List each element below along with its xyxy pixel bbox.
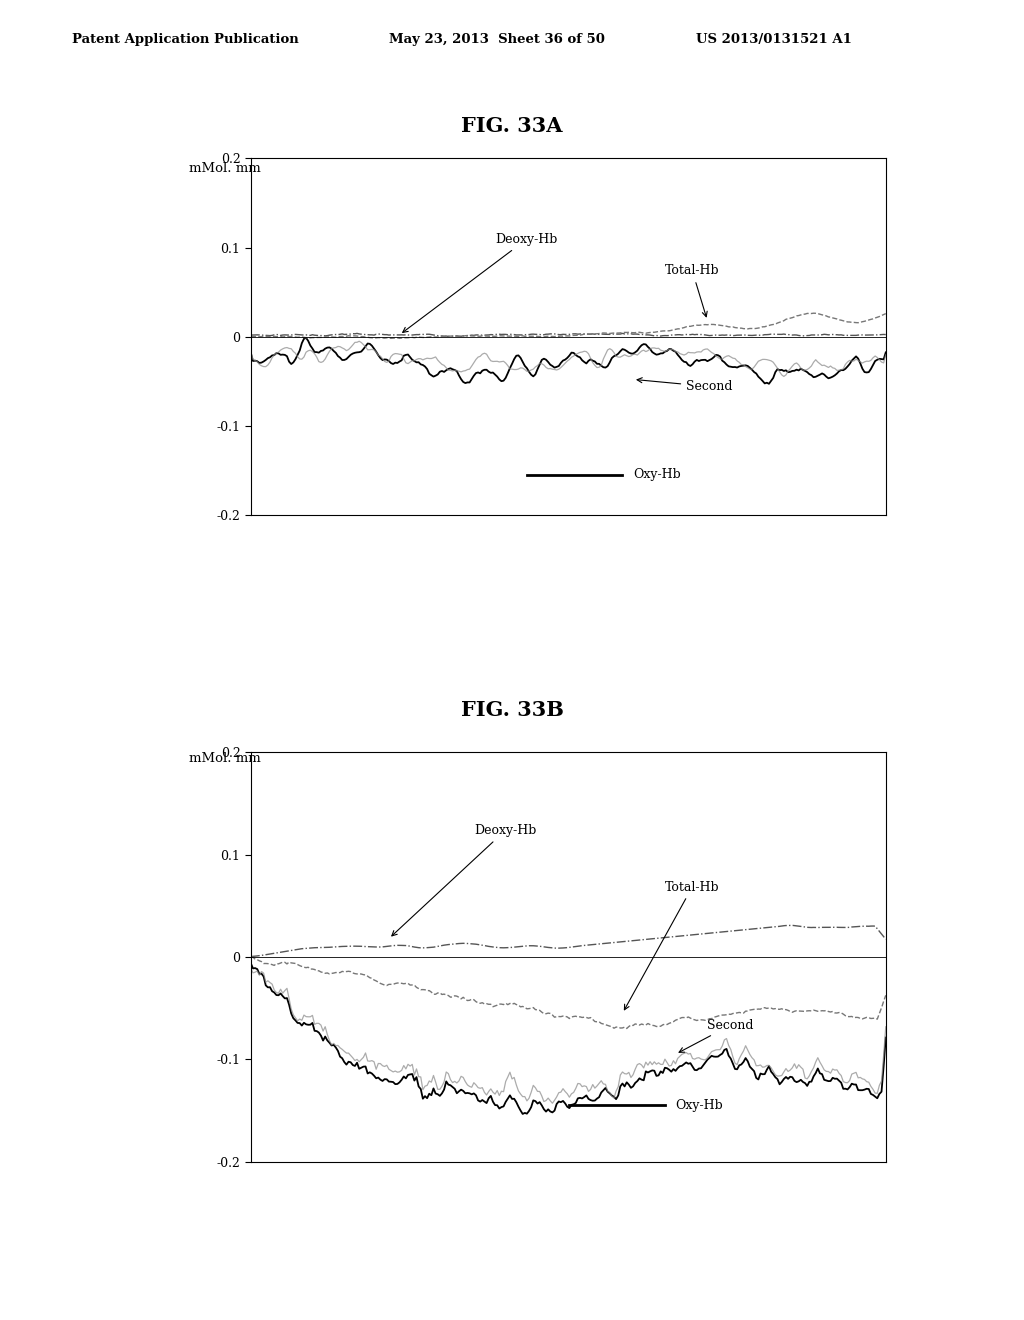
Text: Deoxy-Hb: Deoxy-Hb: [402, 234, 557, 333]
Text: FIG. 33A: FIG. 33A: [461, 116, 563, 136]
Text: mMol. mm: mMol. mm: [189, 162, 261, 176]
Text: FIG. 33B: FIG. 33B: [461, 700, 563, 719]
Text: US 2013/0131521 A1: US 2013/0131521 A1: [696, 33, 852, 46]
Text: Second: Second: [679, 1019, 754, 1052]
Text: Oxy-Hb: Oxy-Hb: [633, 469, 681, 482]
Text: mMol. mm: mMol. mm: [189, 752, 261, 766]
Text: Total-Hb: Total-Hb: [665, 264, 720, 317]
Text: Total-Hb: Total-Hb: [625, 880, 720, 1010]
Text: Second: Second: [637, 378, 732, 393]
Text: Oxy-Hb: Oxy-Hb: [676, 1098, 723, 1111]
Text: Patent Application Publication: Patent Application Publication: [72, 33, 298, 46]
Text: Deoxy-Hb: Deoxy-Hb: [392, 824, 537, 936]
Text: May 23, 2013  Sheet 36 of 50: May 23, 2013 Sheet 36 of 50: [389, 33, 605, 46]
